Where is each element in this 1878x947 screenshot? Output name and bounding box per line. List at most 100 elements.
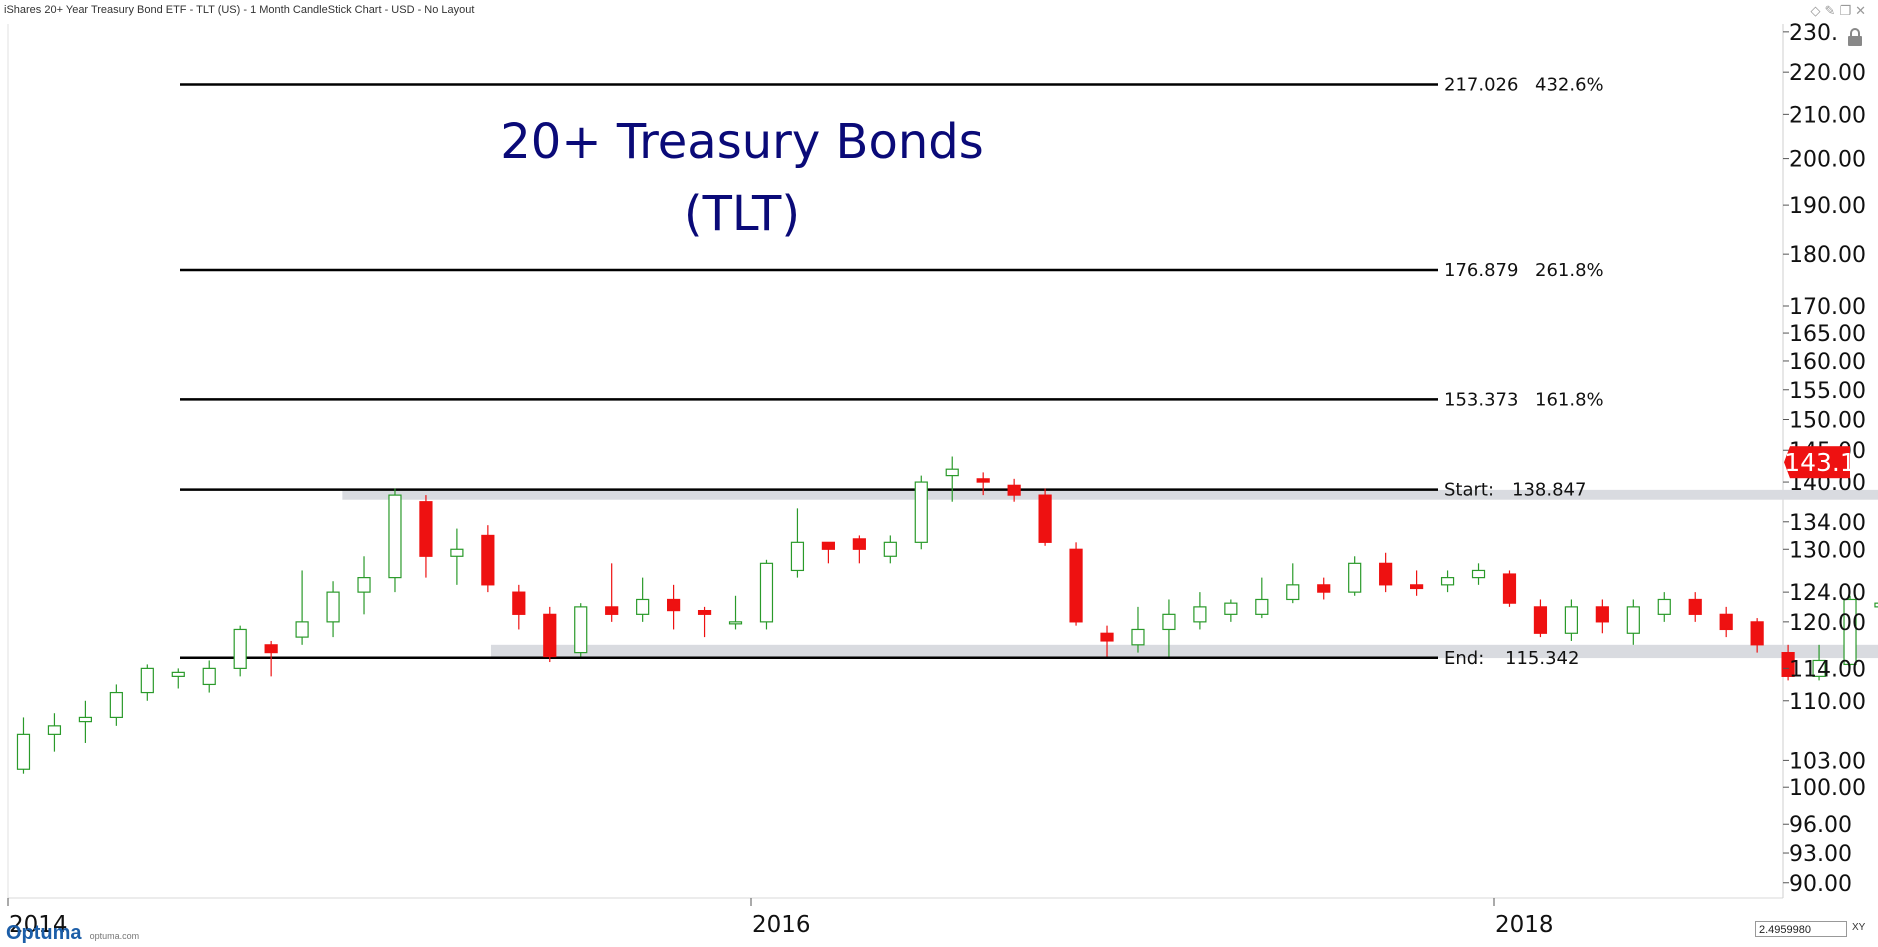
x-axis[interactable]: 20142016201820202022 xyxy=(7,898,1878,938)
candle-body xyxy=(574,606,588,654)
title-bar: iShares 20+ Year Treasury Bond ETF - TLT… xyxy=(0,0,1878,22)
lock-icon[interactable] xyxy=(1844,26,1866,48)
y-tick-label: 100.00 xyxy=(1789,776,1866,801)
xy-toggle[interactable]: XY xyxy=(1852,922,1866,933)
x-tick-label: 2016 xyxy=(752,912,811,938)
level-percent: 261.8% xyxy=(1535,260,1604,281)
diamond-icon[interactable]: ◇ xyxy=(1810,3,1825,18)
candle-body xyxy=(543,613,557,658)
y-tick-label: 230. xyxy=(1789,21,1838,46)
fib-levels: 217.026 432.6% 176.879 261.8% 153.373 161.8% S… xyxy=(180,75,1604,669)
price-tag-box xyxy=(1790,446,1850,479)
y-tick-label: 160.00 xyxy=(1789,350,1866,375)
y-tick-label: 165.00 xyxy=(1789,322,1866,347)
candle-body xyxy=(1440,577,1455,586)
y-tick-label: 93.00 xyxy=(1789,842,1852,867)
candle-body xyxy=(790,541,805,572)
candle-body xyxy=(759,562,774,623)
candle-body xyxy=(1379,562,1393,586)
y-tick-label: 103.00 xyxy=(1789,749,1866,774)
candle-body xyxy=(1471,569,1486,579)
y-axis[interactable]: 230. 220.00 210.00 200.00 190.00 180.00 170.00… xyxy=(1783,21,1866,897)
y-tick-label: 96.00 xyxy=(1789,813,1852,838)
candle-body xyxy=(78,716,92,723)
candle-body xyxy=(1038,494,1052,543)
y-tick-label: 180.00 xyxy=(1789,243,1866,268)
y-tick-label: 90.00 xyxy=(1789,872,1852,897)
y-tick-label: 124.00 xyxy=(1789,581,1866,606)
candle-body xyxy=(1750,621,1764,646)
y-tick-label: 190.00 xyxy=(1789,194,1866,219)
window-controls[interactable]: ◇✎❐✕ xyxy=(1811,3,1870,19)
restore-icon[interactable]: ❐ xyxy=(1839,3,1856,18)
candle-body xyxy=(914,481,928,543)
candle-body xyxy=(697,609,712,615)
candle-body xyxy=(1595,606,1609,623)
close-icon[interactable]: ✕ xyxy=(1855,3,1870,18)
candle-body xyxy=(326,591,340,623)
candle-body xyxy=(1317,584,1331,593)
y-tick-label: 110.00 xyxy=(1789,690,1866,715)
candle-body xyxy=(512,591,526,615)
price-tag-pointer xyxy=(1784,446,1790,479)
candle-body xyxy=(295,621,309,638)
candle-body xyxy=(1162,613,1176,631)
candle-body xyxy=(667,598,681,612)
candle-body xyxy=(821,541,835,550)
candle-body xyxy=(1348,562,1362,593)
chart-subtitle: (TLT) xyxy=(684,186,800,242)
candle-body xyxy=(1286,584,1300,601)
candle-body xyxy=(1255,598,1269,615)
candle-body xyxy=(1007,484,1021,496)
level-label: 217.026 xyxy=(1444,75,1518,96)
cursor-readout: 2.4959980 xyxy=(1755,921,1847,937)
candle-body xyxy=(1874,602,1878,608)
support-band xyxy=(490,644,1878,659)
last-price-tag: 143.1 xyxy=(1784,446,1856,479)
candle-body xyxy=(852,538,866,550)
candle-body xyxy=(1688,598,1702,615)
level-percent: 161.8% xyxy=(1535,389,1604,410)
candle-body xyxy=(481,534,495,586)
candle-body xyxy=(140,667,154,694)
level-label: 153.373 xyxy=(1444,389,1518,410)
candle-body xyxy=(171,671,185,677)
chart-title: 20+ Treasury Bonds xyxy=(500,114,983,170)
support-bands xyxy=(342,489,1878,659)
price-tag-label: 143.1 xyxy=(1784,448,1856,477)
candle-body xyxy=(109,691,123,719)
y-tick-label: 114.00 xyxy=(1789,657,1866,682)
candle-body xyxy=(1781,652,1795,677)
candle-body xyxy=(1224,602,1238,615)
candle-body xyxy=(1564,606,1578,634)
candle-body xyxy=(450,548,464,557)
candle-body xyxy=(883,541,897,557)
candle-body xyxy=(1812,659,1826,677)
level-label: End: xyxy=(1444,648,1484,669)
y-tick-label: 150.00 xyxy=(1789,408,1866,433)
candle-body xyxy=(1843,598,1857,666)
pin-icon[interactable]: ✎ xyxy=(1824,3,1840,18)
level-percent: 138.847 xyxy=(1512,480,1586,501)
candle-body xyxy=(636,598,650,615)
candles xyxy=(16,456,1878,774)
y-tick-label: 130.00 xyxy=(1789,538,1866,563)
candle-body xyxy=(976,478,990,483)
candle-body xyxy=(1131,628,1145,646)
support-band xyxy=(342,489,1878,500)
y-tick-label: 155.00 xyxy=(1789,379,1866,404)
candle-body xyxy=(16,733,31,770)
candle-body xyxy=(1193,606,1207,623)
candle-body xyxy=(728,621,743,625)
candle-body xyxy=(1533,606,1548,634)
candle-body xyxy=(1069,548,1083,623)
y-tick-label: 210.00 xyxy=(1789,103,1866,128)
level-label: Start: xyxy=(1444,480,1494,501)
level-label: 176.879 xyxy=(1444,260,1518,281)
brand-name: Optuma xyxy=(6,922,82,944)
candle-body xyxy=(945,468,959,477)
candle-body xyxy=(388,494,402,579)
level-percent: 432.6% xyxy=(1535,75,1604,96)
candle-body xyxy=(1502,573,1517,604)
